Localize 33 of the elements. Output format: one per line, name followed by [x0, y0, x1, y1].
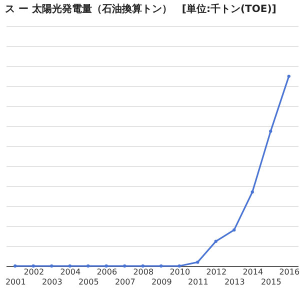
- point: [232, 228, 236, 232]
- point: [287, 74, 290, 78]
- x-tick-label: 2009: [151, 278, 172, 286]
- point: [86, 264, 90, 268]
- point: [32, 264, 35, 268]
- x-tick-label: 2001: [5, 278, 26, 286]
- x-tick-label: 2004: [60, 268, 81, 276]
- point: [68, 264, 72, 268]
- point: [14, 264, 17, 268]
- chart-title: ス ー 太陽光発電量（石油換算トン） [単位:千トン(TOE)]: [4, 3, 276, 15]
- x-tick-label: 2012: [206, 268, 227, 276]
- point: [104, 264, 108, 268]
- x-tick-label: 2013: [224, 278, 245, 286]
- point: [250, 190, 254, 194]
- x-tick-label: 2005: [78, 278, 99, 286]
- point: [214, 240, 218, 243]
- x-tick-label: 2011: [188, 278, 208, 286]
- x-tick-label: 2003: [42, 278, 62, 286]
- point: [269, 130, 272, 133]
- point: [196, 260, 200, 264]
- x-tick-label: 2002: [24, 268, 44, 276]
- x-tick-label: 2006: [96, 268, 118, 276]
- x-tick-label: 2010: [170, 268, 190, 276]
- x-tick-label: 2008: [133, 268, 154, 276]
- x-tick-label: 2016: [279, 268, 300, 276]
- point: [160, 264, 163, 268]
- x-tick-label: 2007: [114, 278, 136, 286]
- point: [123, 264, 126, 268]
- x-tick-label: 2014: [242, 268, 264, 276]
- point: [178, 264, 181, 268]
- point: [141, 264, 144, 268]
- x-tick-label: 2015: [260, 278, 282, 286]
- point: [50, 264, 54, 268]
